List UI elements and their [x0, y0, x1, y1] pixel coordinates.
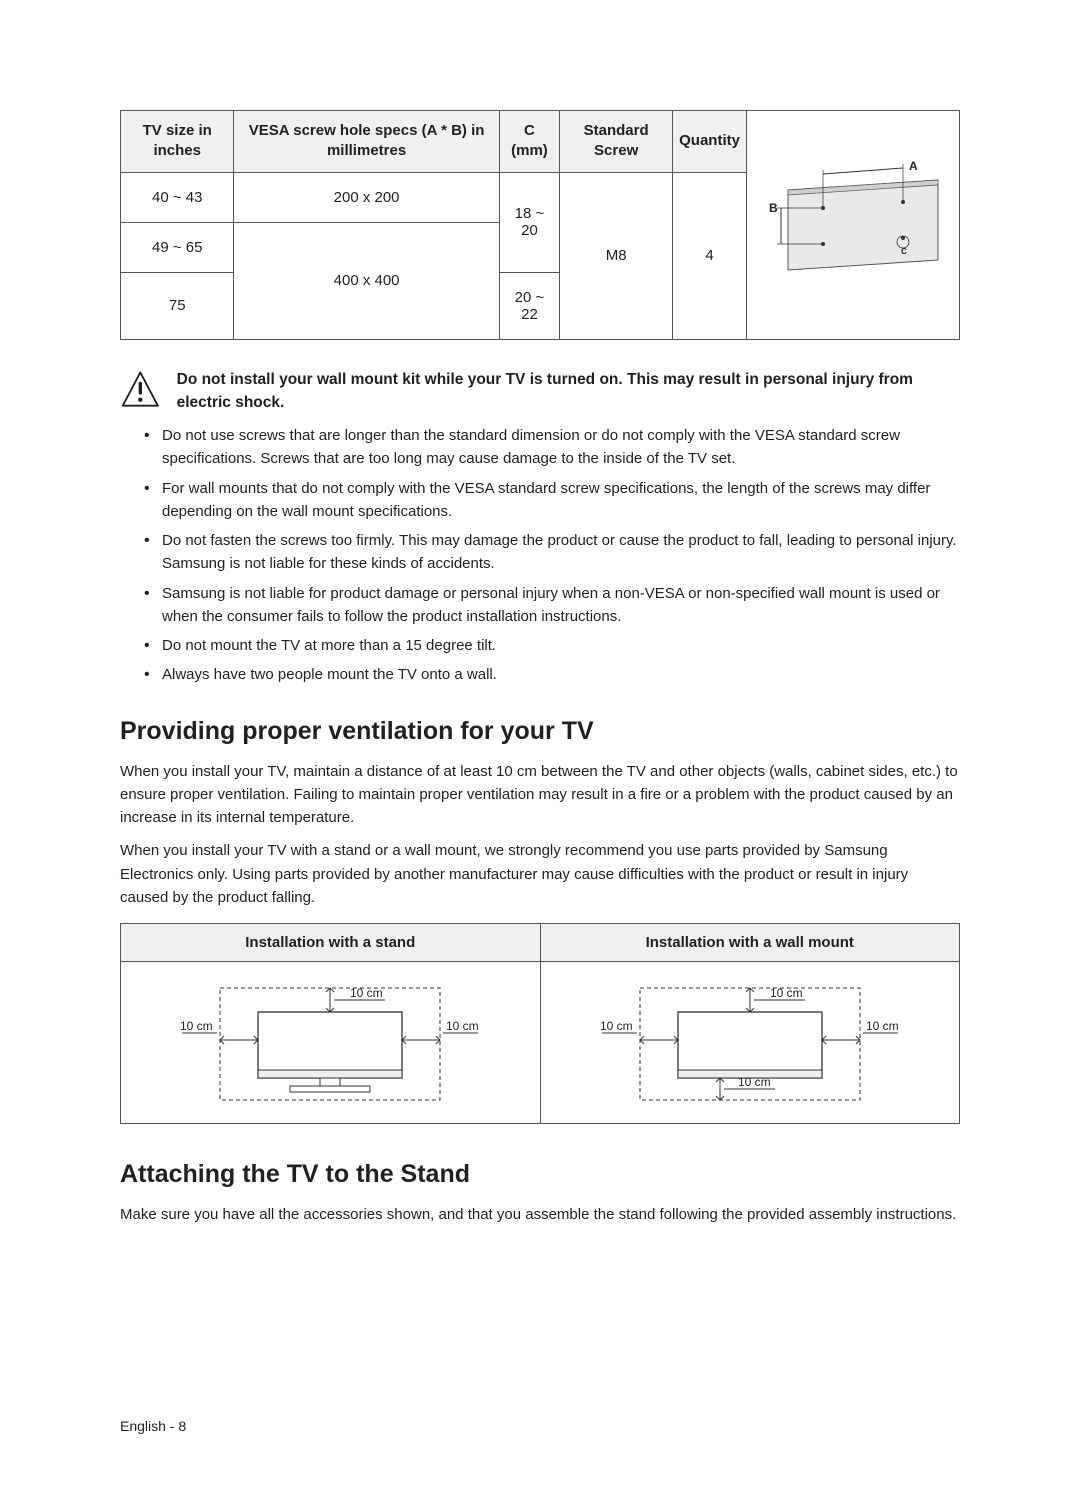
- wall-diagram: 10 cm 10 cm 10 cm 10 cm: [570, 970, 930, 1110]
- cell-size-2: 49 ~ 65: [121, 222, 234, 272]
- col-vesa: VESA screw hole specs (A * B) in millime…: [234, 111, 499, 173]
- list-item: Do not mount the TV at more than a 15 de…: [148, 634, 960, 657]
- attaching-p1: Make sure you have all the accessories s…: [120, 1203, 960, 1226]
- svg-text:10 cm: 10 cm: [600, 1019, 633, 1033]
- cell-vesa-1: 200 x 200: [234, 172, 499, 222]
- vesa-diagram-cell: C A B: [746, 111, 959, 340]
- col-qty: Quantity: [673, 111, 747, 173]
- svg-text:10 cm: 10 cm: [738, 1075, 771, 1089]
- installation-table: Installation with a stand Installation w…: [120, 923, 960, 1124]
- warning-block: Do not install your wall mount kit while…: [120, 368, 960, 415]
- cell-size-3: 75: [121, 272, 234, 339]
- svg-text:10 cm: 10 cm: [180, 1019, 213, 1033]
- cell-c-2: 20 ~ 22: [499, 272, 559, 339]
- page-footer: English - 8: [120, 1418, 186, 1434]
- list-item: Always have two people mount the TV onto…: [148, 663, 960, 686]
- vesa-diagram: C A B: [753, 152, 953, 292]
- ventilation-p2: When you install your TV with a stand or…: [120, 839, 960, 909]
- cell-vesa-2: 400 x 400: [234, 222, 499, 339]
- install-wall-header: Installation with a wall mount: [540, 924, 960, 962]
- svg-text:10 cm: 10 cm: [446, 1019, 479, 1033]
- warning-icon: [120, 368, 161, 412]
- stand-diagram: 10 cm 10 cm 10 cm: [150, 970, 510, 1110]
- svg-text:10 cm: 10 cm: [350, 986, 383, 1000]
- list-item: For wall mounts that do not comply with …: [148, 477, 960, 524]
- ventilation-p1: When you install your TV, maintain a dis…: [120, 760, 960, 830]
- cell-qty: 4: [673, 172, 747, 339]
- col-tv-size: TV size in inches: [121, 111, 234, 173]
- svg-text:10 cm: 10 cm: [770, 986, 803, 1000]
- vesa-spec-table: TV size in inches VESA screw hole specs …: [120, 110, 960, 340]
- notes-list: Do not use screws that are longer than t…: [120, 424, 960, 687]
- svg-text:B: B: [769, 201, 778, 215]
- col-c: C (mm): [499, 111, 559, 173]
- warning-text: Do not install your wall mount kit while…: [177, 368, 960, 415]
- list-item: Do not use screws that are longer than t…: [148, 424, 960, 471]
- list-item: Samsung is not liable for product damage…: [148, 582, 960, 629]
- svg-text:C: C: [901, 247, 907, 256]
- svg-text:10 cm: 10 cm: [866, 1019, 899, 1033]
- attaching-heading: Attaching the TV to the Stand: [120, 1160, 960, 1189]
- list-item: Do not fasten the screws too firmly. Thi…: [148, 529, 960, 576]
- cell-screw: M8: [560, 172, 673, 339]
- cell-c-1: 18 ~ 20: [499, 172, 559, 272]
- cell-size-1: 40 ~ 43: [121, 172, 234, 222]
- svg-text:A: A: [909, 159, 918, 173]
- col-screw: Standard Screw: [560, 111, 673, 173]
- install-wall-diagram-cell: 10 cm 10 cm 10 cm 10 cm: [540, 962, 960, 1124]
- install-stand-diagram-cell: 10 cm 10 cm 10 cm: [121, 962, 541, 1124]
- install-stand-header: Installation with a stand: [121, 924, 541, 962]
- ventilation-heading: Providing proper ventilation for your TV: [120, 717, 960, 746]
